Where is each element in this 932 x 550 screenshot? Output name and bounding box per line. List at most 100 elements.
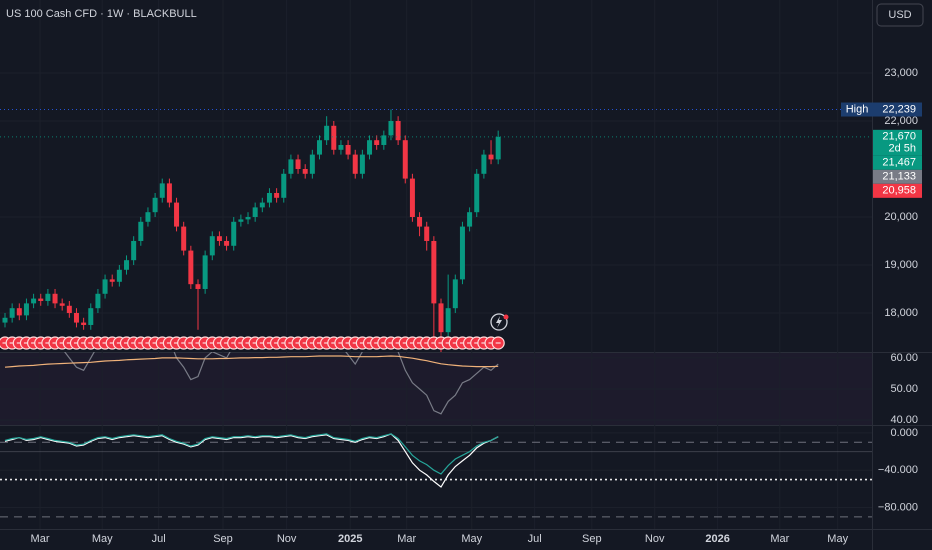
price-label: 21,467 xyxy=(882,157,916,169)
currency-label[interactable]: USD xyxy=(888,9,911,21)
price-label-box xyxy=(873,169,922,184)
indicator-line xyxy=(4,355,499,368)
x-tick-label: May xyxy=(92,533,113,545)
candle-body xyxy=(73,312,79,323)
candle-body xyxy=(209,236,215,256)
candle-body xyxy=(2,317,8,323)
price-label: 21,133 xyxy=(882,171,916,183)
candle-body xyxy=(438,303,444,333)
candle-body xyxy=(474,173,480,213)
candle-body xyxy=(495,136,501,160)
candle-body xyxy=(259,202,265,208)
x-tick-label: Mar xyxy=(31,533,50,545)
candle-body xyxy=(238,219,244,222)
x-tick-label: Nov xyxy=(277,533,297,545)
candle-body xyxy=(374,140,380,145)
candle-body xyxy=(352,154,358,174)
candle-body xyxy=(52,293,58,304)
candle-body xyxy=(216,236,222,241)
candle-body xyxy=(31,298,37,304)
candle-body xyxy=(116,269,122,282)
x-tick-label: 2025 xyxy=(338,533,362,545)
candle-body xyxy=(224,240,230,246)
candle-body xyxy=(331,125,337,150)
x-tick-label: 2026 xyxy=(705,533,729,545)
candle-body xyxy=(181,226,187,251)
candle-body xyxy=(459,226,465,280)
indicator-line xyxy=(4,433,499,488)
y-tick-label: 50.00 xyxy=(890,383,918,395)
price-label-box xyxy=(873,155,922,170)
axes: 23,000 22,000 20,000 19,000 18,000 Mar May Jul S… xyxy=(31,67,922,545)
candle-body xyxy=(252,207,258,217)
candle-body xyxy=(231,221,237,246)
candle-body xyxy=(266,192,272,203)
y-tick-label: −40.000 xyxy=(878,464,918,476)
y-tick-label: 22,000 xyxy=(884,115,918,127)
candle-body xyxy=(409,178,415,217)
price-label-name: High xyxy=(846,103,869,115)
candle-body xyxy=(245,216,251,220)
candle-body xyxy=(188,250,194,285)
price-pane xyxy=(0,109,872,352)
y-tick-label: 23,000 xyxy=(884,67,918,79)
candle-body xyxy=(395,120,401,141)
candle-body xyxy=(38,298,44,301)
x-tick-label: Sep xyxy=(213,533,233,545)
candle-body xyxy=(431,240,437,304)
candle-body xyxy=(281,173,287,198)
candle-body xyxy=(345,144,351,155)
candle-body xyxy=(166,183,172,203)
candle-body xyxy=(402,140,408,179)
candle-body xyxy=(152,197,158,213)
candle-body xyxy=(295,159,301,169)
alert-icon[interactable] xyxy=(490,313,509,331)
x-tick-label: Jul xyxy=(152,533,166,545)
y-tick-label: 40.00 xyxy=(890,414,918,426)
price-label: 21,670 xyxy=(882,131,916,143)
candle-body xyxy=(309,154,315,174)
indicator-line xyxy=(4,433,499,475)
candle-body xyxy=(274,192,280,198)
candle-body xyxy=(338,144,344,150)
candle-body xyxy=(481,154,487,174)
candle-body xyxy=(131,240,137,261)
y-tick-label: 19,000 xyxy=(884,259,918,271)
candle-body xyxy=(23,303,29,316)
price-label-box xyxy=(873,183,922,198)
price-label: 20,958 xyxy=(882,185,916,197)
currency-button[interactable] xyxy=(876,3,924,27)
countdown-label: 2d 5h xyxy=(888,143,916,155)
candle-body xyxy=(174,202,180,227)
y-tick-label: 0.000 xyxy=(890,427,918,439)
candle-body xyxy=(124,260,130,270)
candle-body xyxy=(467,212,473,227)
candle-body xyxy=(145,212,151,222)
price-label-box xyxy=(873,129,922,156)
price-label-name-box xyxy=(841,102,873,117)
symbol-title: US 100 Cash CFD · 1W · BLACKBULL xyxy=(6,8,197,20)
candle-body xyxy=(288,159,294,174)
candle-body xyxy=(202,255,208,289)
candle-body xyxy=(138,221,144,241)
candle-body xyxy=(488,154,494,160)
candle-body xyxy=(424,226,430,241)
candle-body xyxy=(359,154,365,174)
price-label-box xyxy=(873,102,922,117)
x-tick-label: Jul xyxy=(528,533,542,545)
event-row xyxy=(0,336,505,350)
y-tick-label: 20,000 xyxy=(884,211,918,223)
candle-body xyxy=(381,135,387,145)
candle-body xyxy=(195,284,201,289)
candle-body xyxy=(159,183,165,198)
candle-body xyxy=(302,168,308,174)
candle-body xyxy=(367,140,373,155)
y-tick-label: 18,000 xyxy=(884,307,918,319)
y-tick-label: 60.00 xyxy=(890,352,918,364)
candle-body xyxy=(59,303,65,306)
x-tick-label: Mar xyxy=(770,533,789,545)
x-tick-label: Sep xyxy=(582,533,602,545)
y-tick-label: −80.000 xyxy=(878,501,918,513)
